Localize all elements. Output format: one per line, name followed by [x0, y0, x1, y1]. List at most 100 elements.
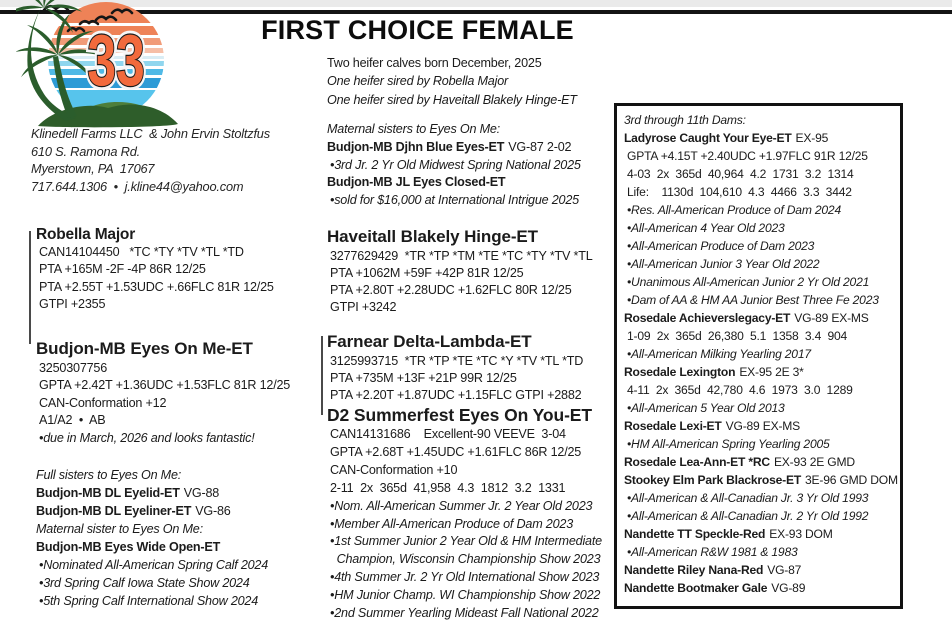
award-line: •Member All-American Produce of Dam 2023 [330, 516, 574, 531]
offering-sired-2: One heifer sired by Haveitall Blakely Hi… [327, 92, 577, 107]
service-sire-pta-type: PTA +2.80T +2.28UDC +1.62FLC 80R 12/25 [330, 283, 572, 298]
animal-name: Rosedale Lexi-ET [624, 419, 722, 433]
dam-row: Nandette TT Speckle-Red EX-93 DOM [624, 525, 896, 543]
dam-gpta: GPTA +2.42T +1.36UDC +1.53FLC 81R 12/25 [39, 378, 291, 392]
consignor-block: Klinedell Farms LLC & John Ervin Stoltzf… [31, 125, 270, 196]
service-sire-gtpi: GTPI +3242 [330, 300, 397, 315]
award-line: •4th Summer Jr. 2 Yr Old International S… [330, 570, 600, 585]
maternal-grandsire-block: Farnear Delta-Lambda-ET 3125993715 *TR *… [327, 332, 583, 404]
award-line: •3rd Spring Calf Iowa State Show 2024 [39, 576, 250, 590]
animal-name: Ladyrose Caught Your Eye-ET [624, 131, 792, 145]
classification-score: VG-88 [183, 486, 220, 500]
classification-score: VG-89 [771, 581, 806, 595]
classification-score: VG-89 EX-MS [794, 311, 869, 325]
classification-score: EX-95 [795, 131, 829, 145]
sire-pta-production: PTA +165M -2F -4P 86R 12/25 [39, 262, 206, 277]
animal-name: Budjon-MB JL Eyes Closed-ET [327, 175, 506, 190]
dam-row: Rosedale Achieverslegacy-ET VG-89 EX-MS [624, 309, 896, 327]
animal-name: Stookey Elm Park Blackrose-ET [624, 473, 802, 487]
top-rule [0, 10, 952, 14]
full-sister-row: Budjon-MB DL Eyeliner-ET VG-86 [36, 502, 268, 520]
dam-row: Nandette Riley Nana-Red VG-87 [624, 561, 896, 579]
dam-record-line: 4-11 2x 365d 42,780 4.6 1973 3.0 1289 [627, 383, 853, 397]
second-dam-can-conformation: CAN-Conformation +10 [330, 462, 458, 477]
grandsire-reg: 3125993715 *TR *TP *TE *TC *Y *TV *TL *T… [330, 353, 584, 368]
dams-box-heading: 3rd through 11th Dams: [624, 113, 746, 127]
lot-number-glow: 33 [87, 21, 144, 101]
award-line: •Res. All-American Produce of Dam 2024 [627, 203, 841, 217]
dam-row: Stookey Elm Park Blackrose-ET 3E-96 GMD D… [624, 471, 898, 489]
second-dam-block: D2 Summerfest Eyes On You-ET CAN14131686… [327, 405, 602, 623]
dam-lifetime-line: Life: 1130d 104,610 4.3 4466 3.3 3442 [627, 185, 852, 199]
palm-tree-icon [16, 0, 102, 121]
pedigree-bracket-middle [321, 336, 323, 415]
animal-name: Rosedale Achieverslegacy-ET [624, 311, 791, 325]
classification-score: EX-93 DOM [769, 527, 833, 541]
dam-row: Rosedale Lea-Ann-ET *RC EX-93 2E GMD [624, 453, 896, 471]
sire-gtpi: GTPI +2355 [39, 297, 106, 312]
classification-score: VG-87 [767, 563, 802, 577]
award-line: •HM All-American Spring Yearling 2005 [627, 437, 830, 451]
full-sister-row: Budjon-MB DL Eyelid-ET VG-88 [36, 484, 268, 502]
sire-name: Robella Major [36, 226, 136, 243]
animal-name: Rosedale Lea-Ann-ET *RC [624, 455, 770, 469]
award-line: •Nom. All-American Summer Jr. 2 Year Old… [330, 498, 593, 513]
grandsire-pta-production: PTA +735M +13F +21P 99R 12/25 [330, 370, 517, 385]
award-line: •3rd Jr. 2 Yr Old Midwest Spring Nationa… [330, 157, 581, 172]
award-line: •All-American Junior 3 Year Old 2022 [627, 257, 820, 271]
grandsire-name: Farnear Delta-Lambda-ET [327, 332, 532, 351]
classification-score: EX-95 2E 3* [739, 365, 804, 379]
pedigree-bracket-left [29, 231, 31, 344]
award-line: •2nd Summer Yearling Mideast Fall Nation… [330, 606, 599, 621]
award-line: •1st Summer Junior 2 Year Old & HM Inter… [330, 534, 602, 549]
consignor-city: Myerstown, PA 17067 [31, 161, 155, 177]
consignor-street: 610 S. Ramona Rd. [31, 143, 140, 159]
grandsire-pta-type: PTA +2.20T +1.87UDC +1.15FLC GTPI +2882 [330, 388, 582, 403]
dam-record-line: 1-09 2x 365d 26,380 5.1 1358 3.4 904 [627, 329, 848, 343]
classification-score: VG-89 EX-MS [725, 419, 801, 433]
animal-name: Nandette TT Speckle-Red [624, 527, 766, 541]
dams-box: 3rd through 11th Dams: Ladyrose Caught Y… [614, 103, 903, 609]
animal-name: Rosedale Lexington [624, 365, 736, 379]
dam-reg: 3250307756 [39, 360, 108, 375]
animal-name: Budjon-MB DL Eyelid-ET [36, 486, 180, 500]
classification-score: VG-87 2-02 [508, 139, 572, 154]
dam-row: Nandette Bootmaker Gale VG-89 [624, 579, 896, 597]
classification-score: VG-86 [195, 504, 231, 518]
award-line: •Unanimous All-American Junior 2 Yr Old … [627, 275, 870, 289]
award-line: •All-American 5 Year Old 2013 [627, 401, 785, 415]
award-line: •All-American R&W 1981 & 1983 [627, 545, 798, 559]
dam-gpta-line: GPTA +4.15T +2.40UDC +1.97FLC 91R 12/25 [627, 149, 868, 163]
sire-pta-type: PTA +2.55T +1.53UDC +.66FLC 81R 12/25 [39, 279, 274, 294]
lot-logo: 33 33 [16, 0, 178, 128]
dam-genetics: A1/A2 • AB [39, 413, 106, 427]
maternal-sister-label: Maternal sister to Eyes On Me: [36, 522, 203, 536]
dam-sisters-block: Full sisters to Eyes On Me: Budjon-MB DL… [36, 466, 268, 610]
lot-number: 33 [87, 21, 144, 101]
offering-born: Two heifer calves born December, 2025 [327, 56, 542, 70]
second-dam-reg: CAN14131686 Excellent-90 VEEVE 3-04 [330, 427, 566, 441]
dam-row: Ladyrose Caught Your Eye-ET EX-95 [624, 129, 896, 147]
award-line: •All-American & All-Canadian Jr. 3 Yr Ol… [627, 491, 869, 505]
dam-can-conformation: CAN-Conformation +12 [39, 395, 167, 410]
maternal-sisters-label: Maternal sisters to Eyes On Me: [327, 122, 500, 136]
page-edge-band [0, 0, 952, 7]
award-line: •HM Junior Champ. WI Championship Show 2… [330, 588, 601, 603]
classification-score: EX-93 2E GMD [773, 455, 855, 469]
award-line: •sold for $16,000 at International Intri… [330, 193, 579, 208]
award-line: •5th Spring Calf International Show 2024 [39, 594, 259, 608]
animal-name: Budjon-MB DL Eyeliner-ET [36, 504, 192, 518]
second-dam-record: 2-11 2x 365d 41,958 4.3 1812 3.2 1331 [330, 480, 566, 495]
consignor-phone-email: 717.644.1306 • j.kline44@yahoo.com [31, 179, 244, 195]
classification-score: 3E-96 GMD DOM [805, 473, 898, 487]
consignor-name: Klinedell Farms LLC & John Ervin Stoltzf… [31, 126, 270, 141]
dam-row: Rosedale Lexington EX-95 2E 3* [624, 363, 896, 381]
offering-block: Two heifer calves born December, 2025 On… [327, 54, 577, 109]
service-sire-pta-production: PTA +1062M +59F +42P 81R 12/25 [330, 265, 524, 280]
maternal-sisters-block: Maternal sisters to Eyes On Me: Budjon-M… [327, 121, 581, 210]
animal-name: Nandette Bootmaker Gale [624, 581, 768, 595]
page-title: FIRST CHOICE FEMALE [261, 15, 574, 45]
award-line: •Nominated All-American Spring Calf 2024 [39, 558, 269, 572]
award-line: •All-American & All-Canadian Jr. 2 Yr Ol… [627, 509, 869, 523]
